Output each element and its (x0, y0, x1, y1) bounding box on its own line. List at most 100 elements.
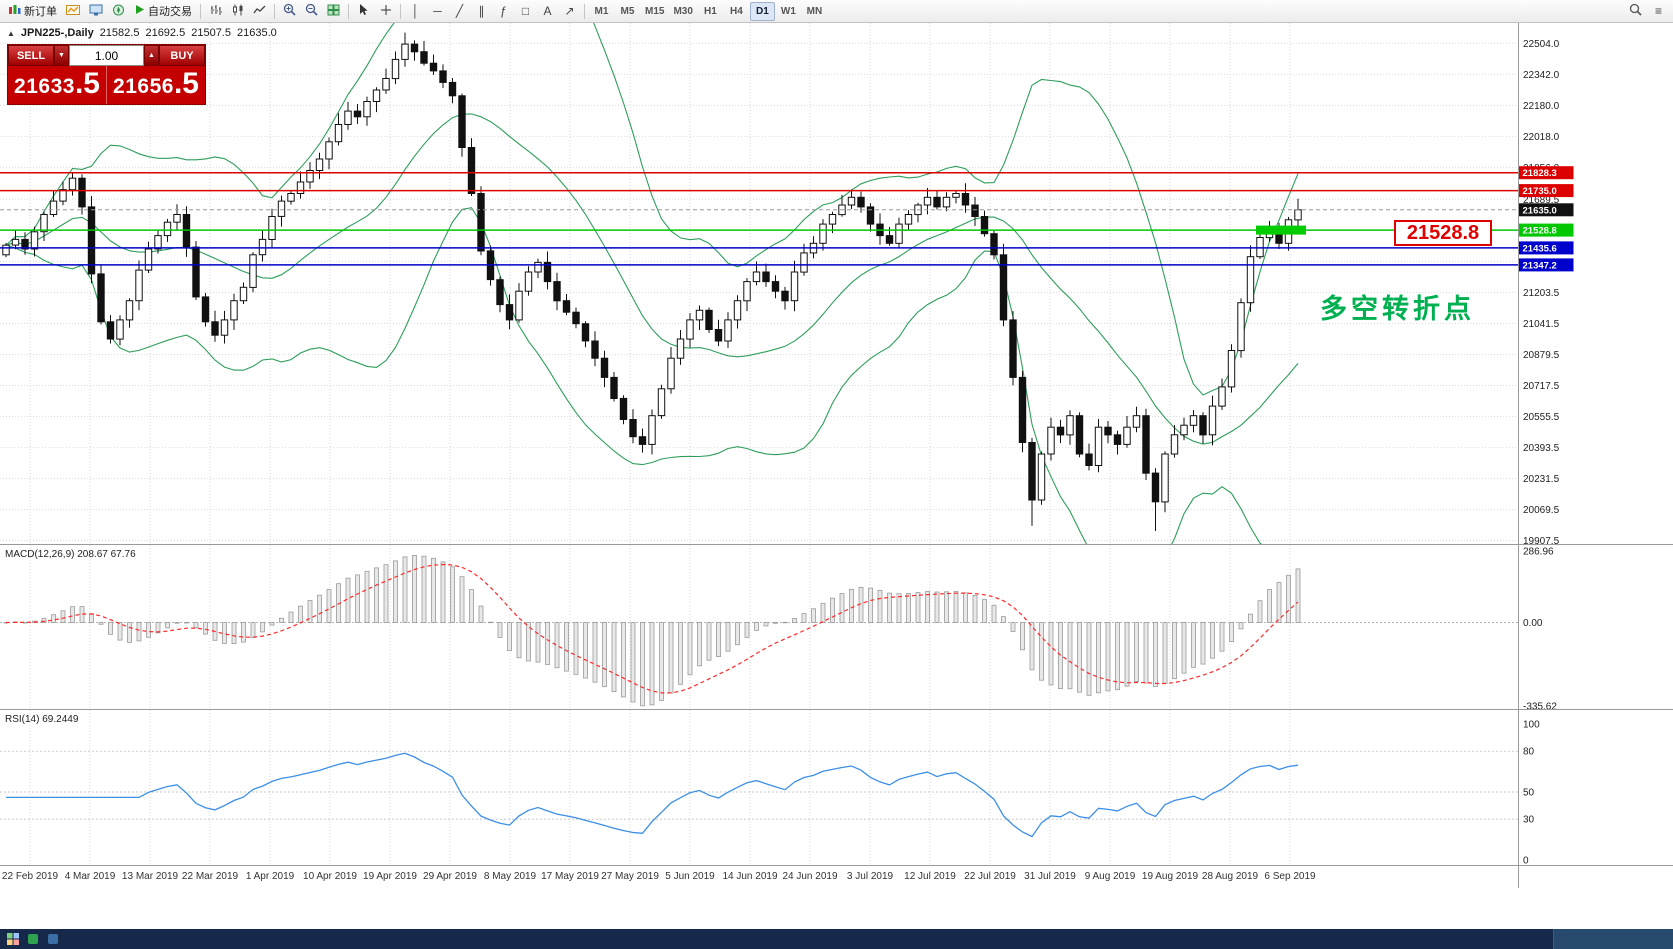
line-chart-button[interactable] (249, 2, 270, 21)
date-label: 19 Apr 2019 (363, 871, 417, 882)
new-order-label: 新订单 (24, 6, 57, 18)
zoom-in-button[interactable] (279, 2, 300, 21)
macd-axis: 286.96 0.00 -335.62 (1523, 547, 1557, 713)
shapes-tool-button[interactable]: □ (515, 2, 536, 21)
zoom-out-button[interactable] (301, 2, 322, 21)
horizontal-line-tool-button[interactable]: ─ (427, 2, 448, 21)
date-label: 4 Mar 2019 (64, 871, 116, 882)
price-axis-label: 20717.5 (1523, 381, 1560, 392)
price-tag: 21347.2 (1523, 260, 1557, 271)
volume-decrease-button[interactable]: ▼ (54, 45, 69, 66)
date-label: 22 Feb 2019 (1, 871, 59, 882)
taskbar-app-icon[interactable] (25, 932, 40, 947)
crosshair-icon (380, 4, 392, 19)
timeframe-h4[interactable]: H4 (724, 2, 749, 21)
crosshair-tool-button[interactable] (375, 2, 396, 21)
price-tag: 21528.8 (1523, 226, 1557, 237)
ohlc-high: 21692.5 (145, 27, 186, 39)
navigator-icon (112, 4, 125, 19)
new-chart-button[interactable] (62, 2, 84, 21)
bar-chart-button[interactable] (205, 2, 226, 21)
panel-splitter (0, 865, 1673, 866)
macd-histogram (3, 554, 1301, 707)
date-label: 3 Jul 2019 (846, 871, 894, 882)
rsi-line (6, 752, 1299, 838)
buy-price-pips: .5 (173, 67, 199, 100)
volume-input[interactable]: 1.00 (69, 45, 144, 66)
sell-price[interactable]: 21633 .5 (8, 66, 106, 104)
channel-tool-button[interactable]: ∥ (471, 2, 492, 21)
navigator-button[interactable] (108, 2, 129, 21)
text-tool-icon: A (543, 4, 552, 18)
market-watch-icon (89, 4, 103, 19)
windows-taskbar (0, 929, 1673, 949)
system-tray[interactable] (1553, 929, 1673, 949)
buy-button[interactable]: BUY (159, 45, 205, 66)
start-button[interactable] (5, 932, 20, 947)
macd-values: 208.67 67.76 (77, 549, 136, 560)
price-tag: 21635.0 (1523, 205, 1557, 216)
timeframe-m5[interactable]: M5 (615, 2, 640, 21)
date-label: 27 May 2019 (601, 871, 659, 882)
fibonacci-tool-button[interactable]: ƒ (493, 2, 514, 21)
search-button[interactable] (1625, 2, 1646, 21)
arrows-tool-button[interactable]: ↗ (559, 2, 580, 21)
timeframe-h1[interactable]: H1 (698, 2, 723, 21)
timeframe-m15[interactable]: M15 (641, 2, 668, 21)
buy-price[interactable]: 21656 .5 (106, 66, 205, 104)
horizontal-levels[interactable] (0, 171, 1518, 266)
arrows-tool-icon: ↗ (564, 4, 575, 18)
toolbar-separator (348, 3, 349, 19)
timeframe-m30[interactable]: M30 (669, 2, 696, 21)
text-tool-button[interactable]: A (537, 2, 558, 21)
vertical-line-tool-button[interactable]: │ (405, 2, 426, 21)
svg-text:50: 50 (1523, 788, 1535, 799)
price-tag: 21828.3 (1523, 168, 1557, 179)
zoom-out-icon (305, 3, 318, 19)
candles (2, 32, 1302, 531)
svg-text:286.96: 286.96 (1523, 547, 1554, 558)
sell-button[interactable]: SELL (8, 45, 54, 66)
price-annotation-box[interactable]: 21528.8 (1394, 220, 1492, 246)
support-highlight-segment (1256, 225, 1306, 235)
cursor-icon (358, 3, 369, 19)
vertical-line-icon: │ (411, 4, 420, 18)
shapes-icon: □ (521, 4, 530, 18)
main-price-chart[interactable]: 22504.022342.022180.022018.021856.021689… (0, 0, 1673, 576)
timeframe-w1[interactable]: W1 (776, 2, 801, 21)
timeframe-m1[interactable]: M1 (589, 2, 614, 21)
svg-text:30: 30 (1523, 815, 1535, 826)
macd-indicator-panel[interactable]: 286.96 0.00 -335.62 (0, 545, 1673, 713)
autotrading-label: 自动交易 (148, 6, 192, 18)
taskbar-app-icon[interactable] (45, 932, 60, 947)
trendline-tool-button[interactable]: ╱ (449, 2, 470, 21)
market-watch-button[interactable] (85, 2, 107, 21)
timeframe-d1[interactable]: D1 (749, 1, 775, 21)
rsi-label: RSI(14) (5, 714, 40, 725)
date-label: 17 May 2019 (541, 871, 599, 882)
candlestick-chart-button[interactable] (227, 2, 248, 21)
menu-button[interactable]: ≡ (1648, 2, 1669, 21)
bollinger-bands (5, 0, 1299, 576)
tile-windows-button[interactable] (323, 2, 344, 21)
one-click-trade-panel: SELL ▼ 1.00 ▲ BUY 21633 .5 21656 .5 (8, 45, 205, 104)
price-axis-label: 22018.0 (1523, 132, 1560, 143)
price-axis-label: 19907.5 (1523, 536, 1560, 544)
cursor-tool-button[interactable] (353, 2, 374, 21)
new-order-button[interactable]: 新订单 (4, 2, 61, 21)
symbol-name: JPN225-,Daily (20, 27, 94, 39)
volume-increase-button[interactable]: ▲ (144, 45, 159, 66)
collapse-arrow-icon[interactable]: ▲ (7, 28, 15, 38)
rsi-indicator-panel[interactable]: 100 80 50 30 0 (0, 710, 1673, 867)
panel-splitter[interactable] (0, 544, 1673, 545)
price-tag: 21435.6 (1523, 243, 1557, 254)
line-chart-icon (253, 4, 266, 19)
price-axis-label: 22504.0 (1523, 39, 1560, 50)
panel-splitter[interactable] (0, 709, 1673, 710)
turning-point-annotation[interactable]: 多空转折点 (1320, 294, 1475, 324)
price-axis-label: 20879.5 (1523, 350, 1560, 361)
timeframe-mn[interactable]: MN (802, 2, 827, 21)
price-tag: 21735.0 (1523, 186, 1557, 197)
channel-icon: ∥ (478, 4, 485, 18)
autotrading-button[interactable]: 自动交易 (130, 2, 196, 21)
